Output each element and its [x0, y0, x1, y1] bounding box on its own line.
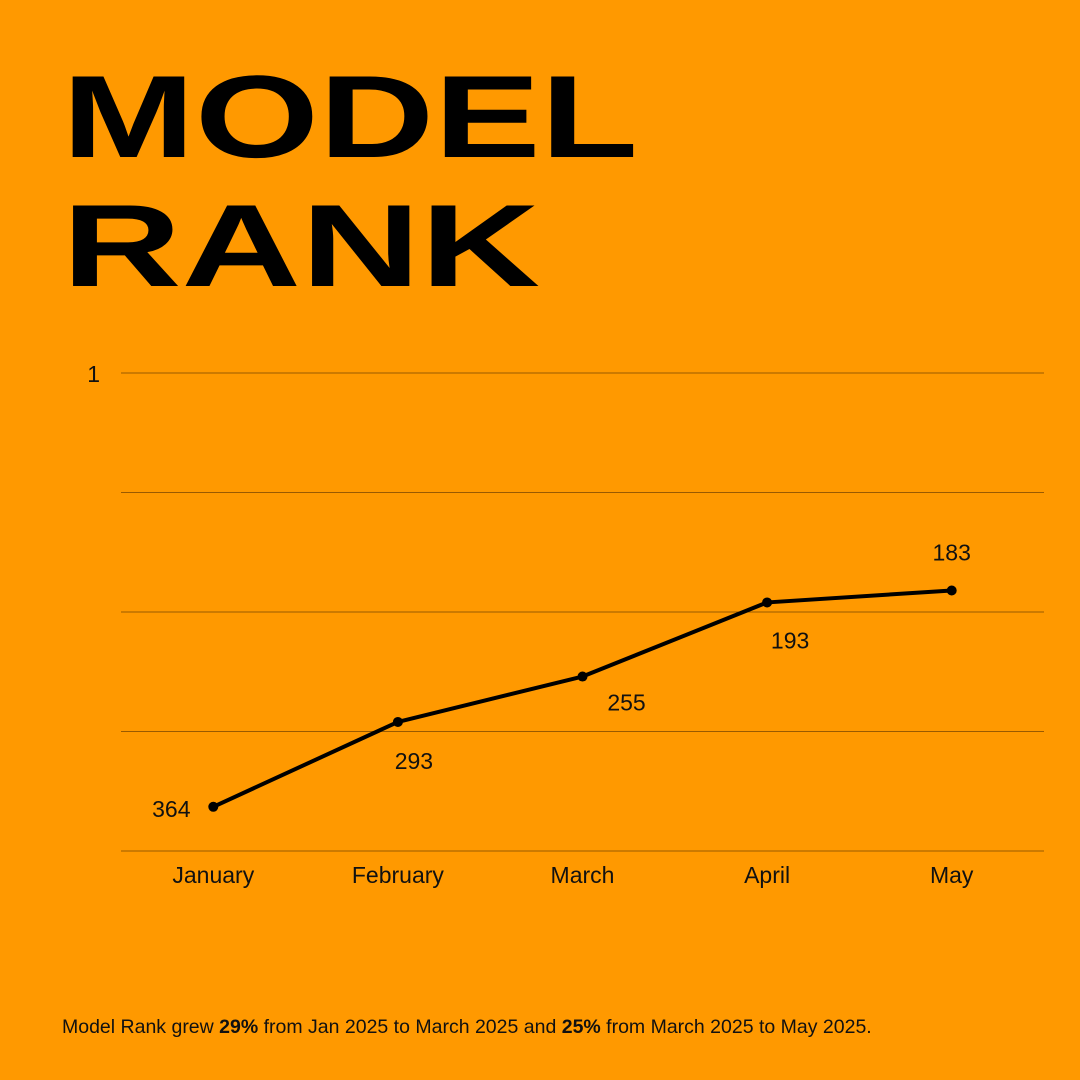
caption-part: from March 2025 to May 2025.: [600, 1016, 872, 1038]
x-tick-label: March: [551, 862, 615, 888]
summary-caption: Model Rank grew 29% from Jan 2025 to Mar…: [62, 1016, 872, 1039]
x-tick-label: February: [352, 862, 445, 888]
title-line-rank: RANK: [62, 180, 540, 311]
caption-highlight-29: 29%: [219, 1016, 259, 1038]
title-line-model: MODEL: [62, 51, 638, 182]
x-tick-label: May: [930, 862, 974, 888]
caption-highlight-25: 25%: [561, 1016, 601, 1038]
data-point: [577, 671, 588, 682]
data-label: 183: [933, 539, 971, 565]
y-tick-label: 1: [87, 361, 100, 387]
series-line: [212, 588, 952, 809]
x-tick-label: January: [172, 862, 254, 888]
data-point: [208, 801, 219, 812]
data-point: [392, 716, 403, 727]
data-label: 364: [152, 796, 191, 822]
data-label: 193: [771, 627, 809, 653]
caption-part: Model Rank grew: [62, 1016, 220, 1038]
x-tick-label: April: [744, 862, 790, 888]
data-label: 255: [607, 690, 645, 716]
data-point: [946, 585, 957, 596]
caption-part: from Jan 2025 to March 2025 and: [258, 1016, 562, 1038]
data-label: 293: [395, 748, 433, 774]
data-point: [762, 597, 773, 608]
